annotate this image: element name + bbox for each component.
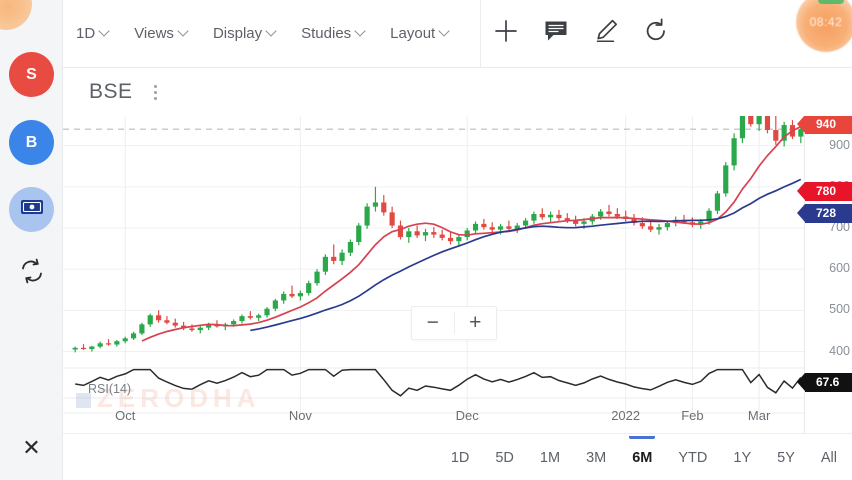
timeframe-bar: 1D 5D 1M 3M 6M YTD 1Y 5Y All: [63, 433, 852, 480]
toolbar-divider: [480, 0, 482, 68]
menu-display-label: Display: [212, 25, 263, 42]
draw-icon: [593, 18, 619, 49]
timeframe-1m[interactable]: 1M: [539, 449, 561, 466]
swap-refresh-icon: [19, 258, 45, 289]
rsi-subplot: [75, 368, 802, 397]
timeframe-6m[interactable]: 6M: [619, 435, 665, 479]
menu-layout[interactable]: Layout: [390, 25, 449, 42]
chevron-down-icon: [100, 27, 109, 36]
timeframe-5y[interactable]: 5Y: [777, 449, 795, 466]
swap-refresh-button[interactable]: [9, 251, 54, 296]
cash-icon: [20, 199, 44, 220]
rsi-value-tag: 67.6: [797, 373, 852, 392]
x-axis-tick: Oct: [115, 408, 136, 423]
chevron-down-icon: [356, 27, 365, 36]
profile-avatar[interactable]: [0, 0, 32, 30]
timeframe-3m[interactable]: 3M: [586, 449, 607, 466]
reload-icon: [643, 18, 669, 49]
rsi-label: RSI(14): [88, 382, 132, 396]
timeframe-1d[interactable]: 1D: [450, 449, 470, 466]
buy-button[interactable]: B: [9, 120, 54, 165]
ma-fast-tag: 780: [797, 182, 852, 201]
x-axis-tick: Feb: [681, 408, 704, 423]
ma-slow-tag: 728: [797, 204, 852, 223]
zoom-separator: [453, 312, 455, 334]
x-axis-tick: 2022: [611, 408, 641, 423]
add-button[interactable]: [481, 0, 531, 68]
timeframe-1y[interactable]: 1Y: [733, 449, 752, 466]
x-axis-tick: Dec: [455, 408, 479, 423]
notes-icon: [544, 20, 568, 47]
menu-interval[interactable]: 1D: [76, 25, 109, 42]
menu-layout-label: Layout: [390, 25, 436, 42]
symbol-bar: BSE: [63, 68, 852, 116]
symbol-title[interactable]: BSE: [89, 80, 133, 103]
menu-studies[interactable]: Studies: [301, 25, 365, 42]
watermark: ZERODHA: [76, 383, 261, 414]
grid-lines: [63, 68, 805, 414]
moving-average-lines: [141, 125, 802, 342]
close-icon: ✕: [22, 434, 41, 460]
menu-display[interactable]: Display: [213, 25, 276, 42]
zoom-out-button[interactable]: −: [426, 311, 439, 334]
chart-toolbar: 1D Views Display Studies Layout: [63, 0, 852, 68]
zoom-controls: − +: [411, 306, 497, 340]
add-icon: [493, 18, 519, 49]
funds-button[interactable]: [9, 187, 54, 232]
menu-studies-label: Studies: [301, 25, 352, 42]
status-strip: [818, 0, 844, 4]
left-sidebar: S B: [0, 0, 63, 480]
chevron-down-icon: [440, 27, 449, 36]
chart-canvas[interactable]: ZERODHA 400500600700800900100 OctNovDec2…: [63, 68, 852, 480]
menu-views[interactable]: Views: [134, 25, 188, 42]
buy-label: B: [25, 133, 38, 151]
chevron-down-icon: [267, 27, 276, 36]
timestamp-text: 08:42: [809, 15, 843, 29]
x-axis-tick: Nov: [288, 408, 312, 423]
y-axis-tick: 900: [829, 137, 850, 152]
timeframe-ytd[interactable]: YTD: [678, 449, 708, 466]
chevron-down-icon: [179, 27, 188, 36]
symbol-more-menu-icon[interactable]: [149, 81, 163, 103]
timeframe-5d[interactable]: 5D: [495, 449, 514, 466]
y-axis-tick: 600: [829, 261, 850, 276]
sell-label: S: [26, 65, 37, 83]
menu-views-label: Views: [134, 25, 174, 42]
menu-interval-label: 1D: [76, 25, 96, 42]
timeframe-all[interactable]: All: [820, 449, 837, 466]
timestamp-bubble: 08:42: [796, 0, 852, 52]
draw-button[interactable]: [581, 0, 631, 68]
zoom-in-button[interactable]: +: [469, 311, 482, 334]
x-axis-tick: Mar: [747, 408, 771, 423]
notes-button[interactable]: [531, 0, 581, 68]
watermark-text: ZERODHA: [97, 383, 261, 413]
y-axis-tick: 400: [829, 343, 850, 358]
reload-button[interactable]: [631, 0, 681, 68]
close-button[interactable]: ✕: [9, 425, 54, 470]
sell-button[interactable]: S: [9, 52, 54, 97]
last-price-tag: 940: [797, 115, 852, 134]
y-axis-line: [804, 68, 805, 480]
y-axis-tick: 700: [829, 220, 850, 234]
y-axis-tick: 500: [829, 302, 850, 317]
